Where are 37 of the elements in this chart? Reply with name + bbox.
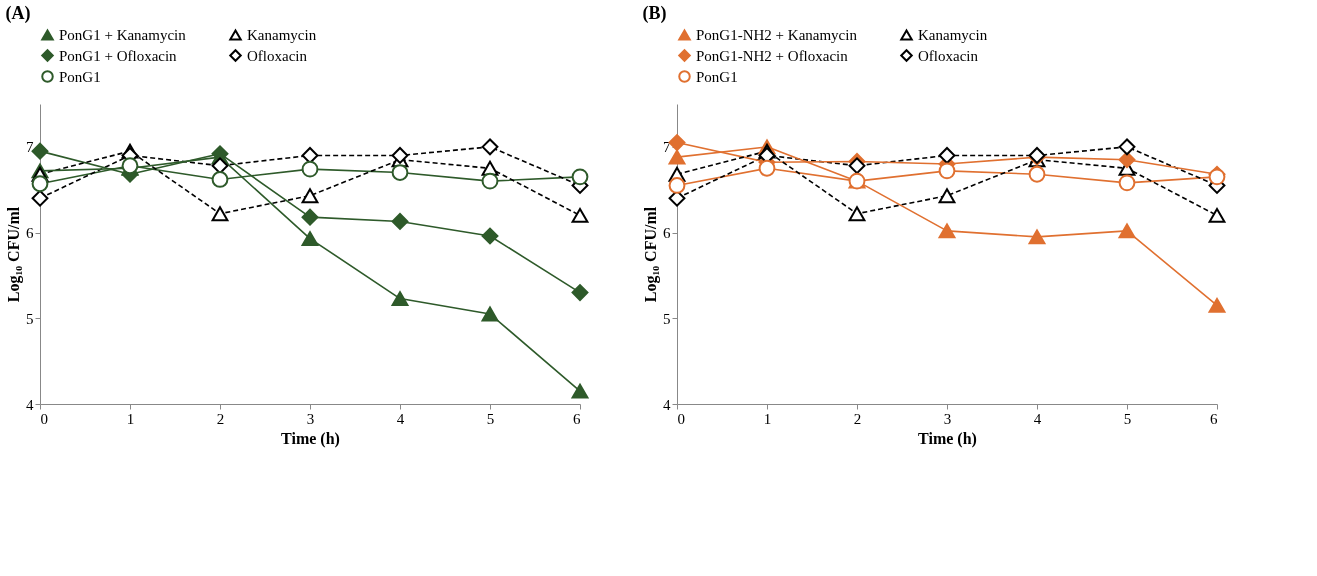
x-tick-label: 0 xyxy=(677,410,685,427)
x-tick-label: 6 xyxy=(573,410,581,427)
y-axis-title: Log₁₀ CFU/ml xyxy=(642,206,660,303)
x-tick-label: 1 xyxy=(763,410,772,427)
y-axis-title: Log₁₀ CFU/ml xyxy=(5,206,23,303)
y-tick-label: 5 xyxy=(26,310,34,327)
y-tick-label: 4 xyxy=(26,396,34,413)
x-tick-label: 5 xyxy=(1123,410,1132,427)
x-tick-label: 4 xyxy=(396,410,405,427)
x-tick-label: 2 xyxy=(853,410,862,427)
x-axis-title: Time (h) xyxy=(281,429,340,448)
x-tick-label: 2 xyxy=(216,410,225,427)
y-tick-label: 6 xyxy=(26,225,34,242)
x-tick-label: 3 xyxy=(306,410,315,427)
legend-label: PonG1 xyxy=(59,68,101,85)
legend-label: Ofloxacin xyxy=(918,47,979,64)
legend-label: PonG1 + Kanamycin xyxy=(59,26,187,43)
x-tick-label: 5 xyxy=(486,410,495,427)
chart-title: (A) xyxy=(5,3,31,24)
legend-label: Ofloxacin xyxy=(247,47,308,64)
y-tick-label: 7 xyxy=(26,139,34,156)
x-tick-label: 1 xyxy=(126,410,135,427)
x-tick-label: 0 xyxy=(40,410,48,427)
y-tick-label: 4 xyxy=(663,396,671,413)
legend-label: Kanamycin xyxy=(247,26,317,43)
x-tick-label: 6 xyxy=(1210,410,1218,427)
chart-title: (B) xyxy=(642,3,667,24)
y-tick-label: 5 xyxy=(663,310,671,327)
x-tick-label: 3 xyxy=(943,410,952,427)
legend-label: PonG1-NH2 + Kanamycin xyxy=(696,26,858,43)
x-axis-title: Time (h) xyxy=(918,429,977,448)
y-tick-label: 6 xyxy=(663,225,671,242)
legend-label: PonG1-NH2 + Ofloxacin xyxy=(696,47,849,64)
x-tick-label: 4 xyxy=(1033,410,1042,427)
legend-label: Kanamycin xyxy=(918,26,988,43)
legend-label: PonG1 + Ofloxacin xyxy=(59,47,178,64)
legend-label: PonG1 xyxy=(696,68,738,85)
